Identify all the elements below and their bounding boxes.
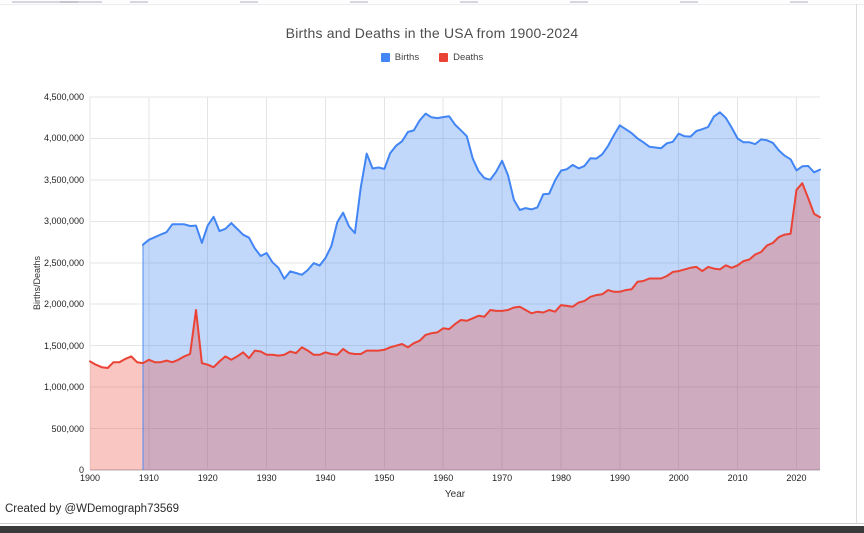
y-tick-label: 500,000 [51, 423, 84, 434]
deaths-area [90, 183, 820, 470]
x-tick-label: 2010 [727, 473, 748, 483]
top-strip-artifact [460, 1, 478, 3]
births-legend-label: Births [394, 52, 420, 63]
x-tick-label: 1920 [197, 473, 218, 483]
x-tick-label: 2000 [668, 473, 689, 483]
watermark-credit: Created by @WDemograph73569 [5, 503, 180, 515]
x-tick-label: 1990 [609, 473, 630, 483]
top-strip-artifact [12, 1, 102, 3]
y-tick-label: 4,000,000 [43, 133, 84, 144]
y-tick-label: 3,500,000 [43, 174, 84, 185]
births-legend-swatch [380, 53, 390, 62]
y-tick-label: 2,500,000 [43, 257, 84, 268]
bottom-hairline [0, 523, 864, 524]
x-tick-label: 2020 [786, 473, 807, 483]
y-tick-label: 0 [78, 465, 84, 475]
cropped-spreadsheet-row [0, 0, 864, 5]
x-tick-label: 1910 [138, 473, 159, 483]
y-tick-label: 1,000,000 [43, 382, 84, 393]
births-area [143, 112, 820, 471]
y-tick-label: 4,500,000 [43, 92, 84, 102]
x-tick-label: 1950 [374, 473, 395, 483]
top-strip-artifact [790, 1, 808, 3]
births-line [142, 111, 821, 280]
chart-legend: Births Deaths [0, 52, 864, 63]
x-tick-label: 1960 [433, 473, 454, 483]
bottom-dark-bar [0, 526, 864, 533]
x-axis-title: Year [444, 489, 466, 500]
deaths-line [89, 182, 821, 369]
top-strip-artifact [240, 1, 258, 3]
y-tick-label: 2,000,000 [43, 299, 84, 310]
card-right-border [856, 4, 857, 523]
x-tick-label: 1900 [79, 473, 101, 483]
y-tick-label: 3,000,000 [43, 216, 84, 227]
top-strip-artifact [60, 1, 78, 3]
chart-title: Births and Deaths in the USA from 1900-2… [285, 25, 579, 41]
top-strip-artifact [350, 1, 368, 3]
deaths-legend-swatch [439, 53, 449, 62]
top-strip-artifact [570, 1, 588, 3]
x-tick-label: 1940 [315, 473, 336, 483]
legend-item-births: Births [380, 52, 420, 63]
x-tick-label: 1970 [492, 473, 513, 483]
legend-item-deaths: Deaths [439, 52, 483, 63]
y-tick-label: 1,500,000 [43, 340, 84, 351]
top-strip-artifact [130, 1, 148, 3]
top-strip-artifact [680, 1, 698, 3]
deaths-legend-label: Deaths [453, 52, 484, 63]
x-tick-label: 1930 [256, 473, 277, 483]
x-tick-label: 1980 [550, 473, 571, 483]
